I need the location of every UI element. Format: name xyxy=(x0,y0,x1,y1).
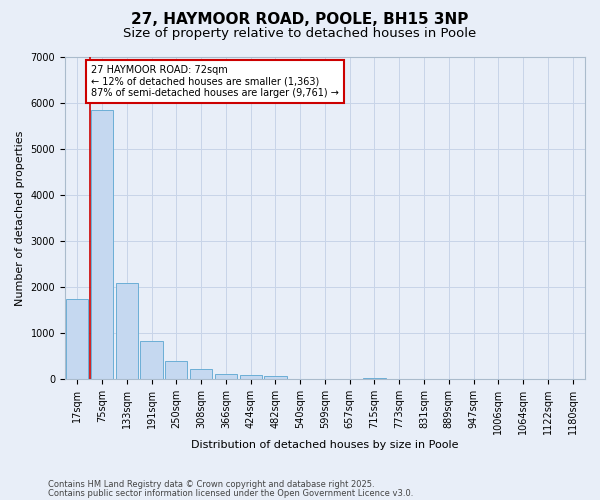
Y-axis label: Number of detached properties: Number of detached properties xyxy=(15,130,25,306)
Bar xyxy=(165,361,187,379)
Text: Size of property relative to detached houses in Poole: Size of property relative to detached ho… xyxy=(124,28,476,40)
Text: 27 HAYMOOR ROAD: 72sqm
← 12% of detached houses are smaller (1,363)
87% of semi-: 27 HAYMOOR ROAD: 72sqm ← 12% of detached… xyxy=(91,65,339,98)
Bar xyxy=(116,284,138,379)
X-axis label: Distribution of detached houses by size in Poole: Distribution of detached houses by size … xyxy=(191,440,459,450)
Bar xyxy=(190,369,212,379)
Text: Contains public sector information licensed under the Open Government Licence v3: Contains public sector information licen… xyxy=(48,488,413,498)
Bar xyxy=(364,378,386,379)
Text: 27, HAYMOOR ROAD, POOLE, BH15 3NP: 27, HAYMOOR ROAD, POOLE, BH15 3NP xyxy=(131,12,469,28)
Bar xyxy=(264,376,287,379)
Bar xyxy=(215,374,237,379)
Text: Contains HM Land Registry data © Crown copyright and database right 2025.: Contains HM Land Registry data © Crown c… xyxy=(48,480,374,489)
Bar xyxy=(66,298,88,379)
Bar xyxy=(140,341,163,379)
Bar xyxy=(239,375,262,379)
Bar xyxy=(91,110,113,379)
